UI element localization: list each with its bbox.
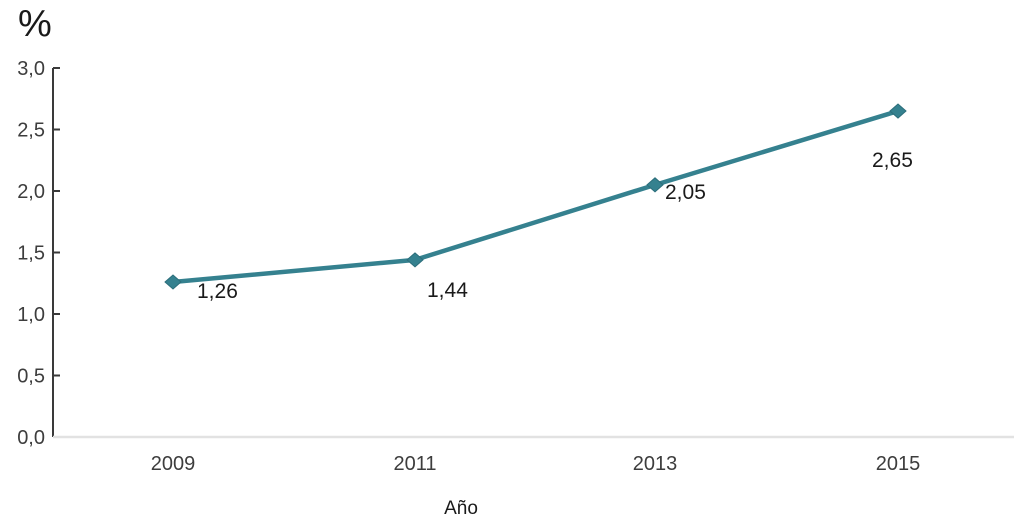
y-tick-label: 0,0	[17, 427, 45, 449]
x-axis-title: Año	[444, 498, 478, 519]
y-tick-label: 1,0	[17, 304, 45, 326]
y-tick-label: 2,5	[17, 120, 45, 142]
y-tick-label: 0,5	[17, 366, 45, 388]
data-point-marker	[164, 274, 182, 290]
data-markers	[164, 103, 907, 290]
data-point-label: 2,65	[872, 149, 913, 172]
y-tick-label: 3,0	[17, 58, 45, 80]
y-tick-label: 2,0	[17, 181, 45, 203]
x-category-label: 2009	[151, 453, 196, 475]
y-tick-label: 1,5	[17, 243, 45, 265]
y-axis-ticks	[53, 67, 60, 438]
y-axis-unit-label: %	[18, 3, 52, 45]
x-axis-category-labels: 2009 2011 2013 2015	[151, 453, 921, 475]
data-point-label: 1,26	[197, 280, 238, 303]
data-point-label: 1,44	[427, 279, 468, 302]
data-point-marker	[406, 252, 424, 268]
y-axis-tick-labels: 0,0 0,5 1,0 1,5 2,0 2,5 3,0	[17, 58, 45, 449]
data-point-marker	[889, 103, 907, 119]
x-category-label: 2015	[876, 453, 921, 475]
data-point-labels: 1,26 1,44 2,05 2,65	[197, 149, 913, 303]
data-point-marker	[646, 177, 664, 193]
x-category-label: 2013	[633, 453, 678, 475]
x-category-label: 2011	[393, 453, 436, 475]
data-point-label: 2,05	[665, 181, 706, 204]
data-line	[170, 108, 901, 285]
